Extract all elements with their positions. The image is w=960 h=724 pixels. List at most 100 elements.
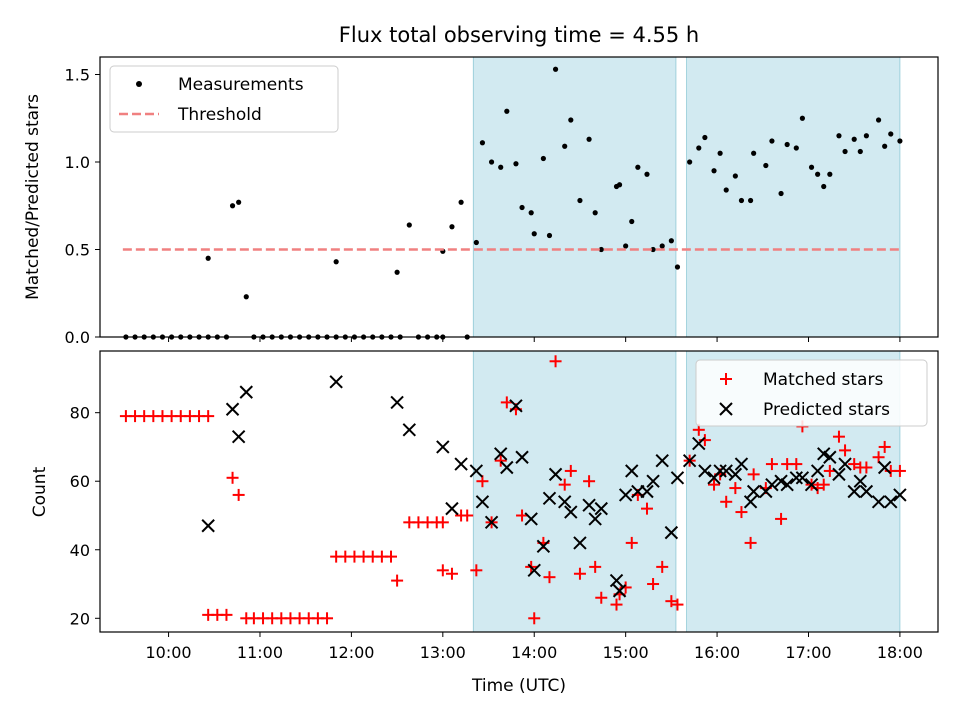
matched-stars-point bbox=[848, 458, 861, 471]
measurements-point bbox=[851, 136, 857, 142]
measurements-point bbox=[808, 164, 815, 170]
predicted-stars-point bbox=[719, 464, 733, 478]
matched-stars-point bbox=[445, 567, 458, 580]
matched-stars-point bbox=[391, 574, 404, 587]
measurements-point bbox=[799, 115, 805, 121]
predicted-stars-point bbox=[201, 519, 215, 533]
measurements-point bbox=[650, 246, 656, 253]
predicted-stars-point bbox=[871, 495, 886, 509]
matched-stars-point bbox=[470, 564, 483, 577]
measurements-point bbox=[875, 117, 882, 123]
bottom-series bbox=[119, 355, 907, 625]
predicted-stars-point bbox=[847, 484, 861, 499]
top-x-ticks bbox=[168, 337, 901, 342]
predicted-stars-point bbox=[582, 498, 596, 512]
x-tick-label: 13:00 bbox=[420, 643, 466, 662]
bottom-legend: Matched stars Predicted stars bbox=[695, 359, 928, 427]
matched-stars-point bbox=[656, 560, 669, 573]
matched-stars-point bbox=[476, 475, 489, 488]
predicted-stars-point bbox=[239, 385, 253, 399]
predicted-stars-point bbox=[436, 440, 450, 454]
x-tick-label: 16:00 bbox=[694, 643, 740, 662]
top-shaded-spans bbox=[472, 56, 901, 338]
predicted-stars-point bbox=[469, 464, 484, 478]
predicted-stars-point bbox=[692, 436, 706, 451]
matched-stars-point bbox=[647, 578, 660, 591]
top-y-tick-label: 1.5 bbox=[65, 66, 90, 85]
predicted-stars-point bbox=[515, 450, 529, 464]
predicted-stars-point bbox=[734, 457, 749, 471]
predicted-stars-point bbox=[853, 474, 868, 488]
measurements-point bbox=[577, 197, 583, 204]
measurements-point bbox=[236, 199, 242, 205]
bottom-y-ticks: 20 40 60 80 bbox=[70, 404, 100, 628]
x-tick-label: 14:00 bbox=[511, 643, 557, 662]
measurements-point bbox=[863, 133, 869, 139]
measurements-point bbox=[711, 168, 717, 174]
measurements-point bbox=[519, 204, 525, 211]
predicted-stars-point bbox=[795, 471, 810, 485]
matched-stars-point bbox=[573, 567, 586, 580]
predicted-stars-point bbox=[454, 457, 468, 471]
top-y-axis-label: Matched/Predicted stars bbox=[23, 94, 43, 300]
matched-stars-point bbox=[744, 536, 757, 549]
measurements-point bbox=[479, 140, 486, 146]
predicted-stars-point bbox=[390, 395, 404, 410]
x-tick-label: 15:00 bbox=[603, 643, 649, 662]
predicted-stars-point bbox=[564, 505, 578, 519]
measurements-point bbox=[857, 148, 863, 155]
measurements-point bbox=[333, 259, 339, 265]
measurements-point bbox=[687, 159, 693, 165]
matched-stars-point bbox=[610, 598, 623, 611]
legend-matched-label: Matched stars bbox=[763, 370, 883, 390]
bottom-axes-frame bbox=[99, 350, 939, 633]
matched-stars-point bbox=[765, 458, 778, 471]
matched-stars-point bbox=[872, 451, 885, 464]
matched-stars-point bbox=[220, 608, 233, 621]
x-tick-label: 12:00 bbox=[328, 643, 374, 662]
measurements-point bbox=[747, 197, 754, 204]
measurements-point bbox=[546, 232, 553, 239]
chart-title: Flux total observing time = 4.55 h bbox=[339, 23, 699, 47]
predicted-stars-point bbox=[884, 495, 898, 509]
predicted-stars-point bbox=[728, 467, 743, 482]
matched-stars-point bbox=[595, 591, 608, 604]
matched-stars-point bbox=[625, 536, 638, 549]
measurements-point bbox=[488, 159, 495, 165]
predicted-stars-point bbox=[780, 477, 794, 492]
measurements-point bbox=[702, 134, 708, 141]
matched-stars-point bbox=[817, 478, 830, 491]
measurements-point bbox=[458, 199, 464, 205]
matched-stars-point bbox=[528, 612, 541, 625]
predicted-stars-point bbox=[573, 536, 587, 550]
matched-stars-point bbox=[232, 488, 245, 501]
predicted-stars-point bbox=[609, 573, 624, 588]
legend-measurements-marker bbox=[136, 81, 142, 87]
bottom-y-tick-label: 20 bbox=[70, 609, 90, 628]
measurements-point bbox=[616, 182, 623, 188]
measurements-point bbox=[668, 238, 674, 244]
matched-stars-point bbox=[494, 454, 507, 467]
measurements-point bbox=[229, 203, 236, 209]
top-legend-box bbox=[109, 65, 339, 133]
measurements-point bbox=[504, 108, 510, 114]
matched-stars-point bbox=[823, 464, 836, 477]
measurements-point bbox=[769, 138, 775, 144]
matched-stars-point bbox=[321, 612, 334, 625]
matched-stars-point bbox=[543, 571, 556, 584]
legend-predicted-marker bbox=[719, 402, 733, 416]
measurements-point bbox=[531, 231, 537, 237]
matched-stars-point bbox=[436, 516, 449, 529]
predicted-stars-point bbox=[612, 584, 627, 598]
top-y-tick-label: 1.0 bbox=[65, 153, 90, 172]
predicted-stars-point bbox=[774, 474, 788, 488]
predicted-stars-point bbox=[682, 453, 697, 468]
predicted-stars-point bbox=[231, 429, 246, 444]
measurements-point bbox=[784, 141, 790, 148]
predicted-stars-point bbox=[542, 491, 557, 506]
top-y-tick-label: 0.5 bbox=[65, 241, 90, 260]
predicted-stars-point bbox=[698, 464, 712, 478]
matched-stars-point bbox=[839, 444, 852, 457]
measurements-point bbox=[406, 222, 412, 228]
